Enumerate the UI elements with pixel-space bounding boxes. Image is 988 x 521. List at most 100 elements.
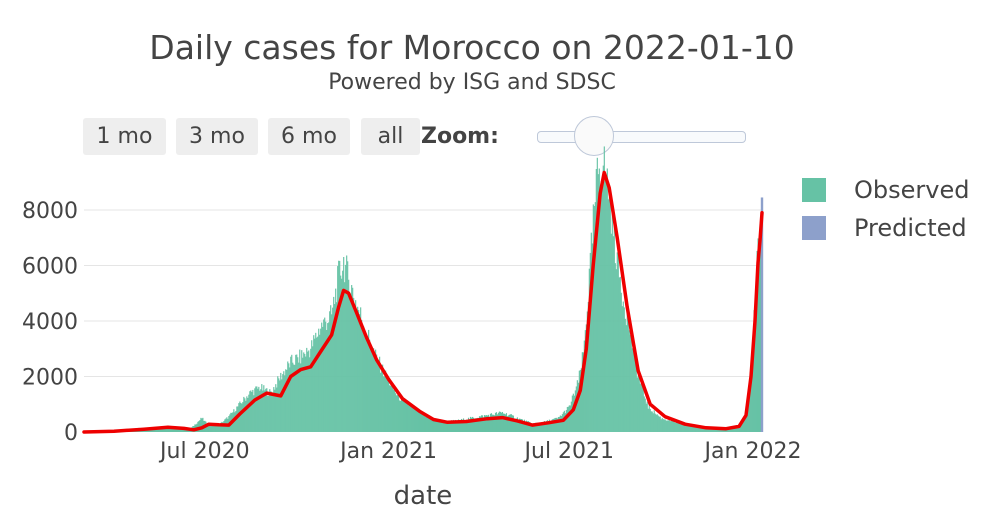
zoom-label: Zoom: (421, 124, 499, 149)
observed-bar (710, 427, 712, 432)
observed-bar (631, 348, 633, 432)
observed-bar (695, 426, 697, 432)
observed-bar (461, 419, 464, 432)
observed-bar (307, 351, 309, 432)
observed-bar (737, 425, 739, 432)
observed-bar (717, 428, 719, 432)
observed-bar (539, 422, 541, 432)
observed-bar (356, 310, 358, 432)
observed-bar (479, 416, 482, 432)
observed-bar (714, 427, 716, 432)
observed-bar (386, 377, 388, 432)
observed-bar (330, 305, 332, 432)
observed-bar (594, 202, 596, 432)
observed-bar (206, 424, 208, 432)
observed-bar (517, 419, 520, 432)
observed-bar (282, 374, 284, 432)
observed-bar (530, 423, 532, 432)
observed-bar (170, 428, 172, 432)
observed-bar (589, 252, 591, 432)
observed-bar (322, 326, 324, 432)
observed-bar (312, 346, 314, 432)
observed-bar (411, 405, 413, 432)
observed-bar (280, 372, 282, 432)
observed-bar (485, 415, 488, 432)
observed-bar (277, 376, 279, 432)
y-tick-label: 8000 (22, 199, 78, 224)
observed-bar (666, 420, 668, 432)
observed-bar (693, 425, 695, 432)
observed-bar (753, 310, 755, 432)
observed-bar (173, 428, 175, 432)
observed-bar (183, 429, 185, 432)
observed-bar (424, 416, 427, 432)
observed-bar (286, 369, 288, 432)
observed-bar (325, 321, 327, 432)
observed-bar (498, 411, 501, 432)
observed-bar (489, 413, 492, 432)
predicted-swatch (802, 216, 826, 240)
observed-bar (167, 428, 169, 432)
observed-bar (343, 256, 345, 432)
observed-bar (159, 427, 161, 432)
observed-bar (655, 414, 657, 432)
range-button-6mo[interactable]: 6 mo (268, 118, 350, 155)
range-button-3mo[interactable]: 3 mo (176, 118, 258, 155)
observed-bar (434, 418, 437, 432)
observed-bar (519, 418, 522, 432)
observed-bar (188, 430, 190, 432)
observed-bar (425, 415, 428, 432)
observed-bar (621, 306, 623, 432)
observed-bar (249, 391, 251, 432)
observed-bar (265, 388, 267, 432)
observed-bar (324, 317, 326, 432)
observed-bar (581, 352, 583, 432)
observed-bar (369, 339, 371, 432)
observed-bar (403, 398, 405, 432)
observed-bar (391, 383, 393, 432)
observed-bar (514, 418, 517, 432)
observed-bar (542, 422, 544, 432)
observed-bar (335, 288, 337, 432)
observed-bar (555, 417, 557, 432)
observed-bar (464, 420, 467, 432)
observed-bar (518, 418, 521, 432)
observed-bar (698, 427, 700, 432)
observed-bar (213, 425, 215, 432)
observed-bar (636, 377, 638, 432)
observed-swatch (802, 178, 826, 202)
observed-bar (611, 200, 613, 432)
observed-bar (639, 383, 641, 432)
observed-bar (570, 401, 572, 432)
observed-bar (598, 168, 600, 432)
observed-bar (273, 387, 275, 432)
observed-bar (756, 250, 758, 432)
observed-bar (712, 428, 714, 432)
observed-bar (222, 422, 224, 432)
observed-bar (449, 422, 452, 432)
zoom-slider-thumb[interactable] (574, 116, 614, 156)
range-button-all[interactable]: all (361, 118, 420, 155)
observed-bar (744, 418, 746, 432)
observed-bar (239, 401, 241, 432)
observed-bar (371, 350, 373, 432)
observed-bar (179, 429, 181, 432)
observed-bar (429, 419, 432, 432)
observed-bar (323, 319, 325, 432)
observed-bar (528, 421, 530, 432)
observed-bar (333, 296, 335, 432)
observed-bar (548, 419, 550, 432)
observed-bar (158, 427, 160, 432)
observed-bar (735, 427, 737, 432)
observed-bar (284, 375, 286, 432)
observed-bar (288, 363, 290, 432)
observed-bar (316, 337, 318, 432)
range-button-1mo[interactable]: 1 mo (83, 118, 166, 155)
observed-bar (682, 423, 684, 432)
observed-bar (445, 422, 448, 432)
observed-bar (309, 357, 311, 432)
observed-bar (278, 378, 280, 432)
observed-bar (755, 284, 757, 432)
observed-bar (607, 199, 609, 432)
observed-bar (395, 393, 397, 432)
